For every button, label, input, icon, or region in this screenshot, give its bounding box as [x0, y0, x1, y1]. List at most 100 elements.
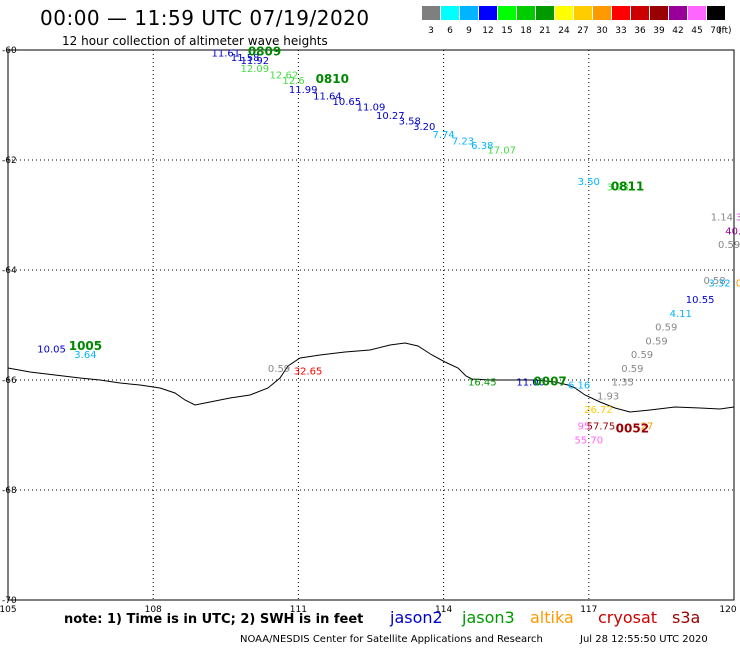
- legend-swatch: [669, 6, 687, 20]
- satellite-cryosat: cryosat: [598, 608, 658, 627]
- wave-height-value: 3.64: [74, 350, 96, 361]
- map-frame: [7, 49, 735, 601]
- footnote: note: 1) Time is in UTC; 2) SWH is in fe…: [64, 612, 364, 627]
- wave-height-value: 10.65: [332, 97, 361, 108]
- wave-height-value: 3.58: [399, 116, 421, 127]
- wave-height-value: 3.32: [708, 279, 730, 290]
- wave-height-value: 3: [736, 213, 740, 224]
- wave-height-value: 12.09: [241, 64, 270, 75]
- wave-height-value: 3.50: [578, 177, 600, 188]
- satellite-altika: altika: [530, 608, 574, 627]
- latitude-label: -66: [2, 376, 17, 386]
- wave-height-value: 27: [641, 422, 654, 433]
- coastline: [7, 342, 735, 413]
- legend-swatch: [555, 6, 573, 20]
- wave-height-value: 12.6: [282, 76, 304, 87]
- legend-swatch: [460, 6, 478, 20]
- wave-height-value: 10.27: [376, 111, 405, 122]
- legend-label: 24: [558, 26, 570, 36]
- wave-height-value: 40.6: [725, 226, 740, 237]
- legend-label: 18: [520, 26, 532, 36]
- wave-height-value: 11.92: [241, 56, 270, 67]
- wave-height-value: 4.11: [670, 309, 692, 320]
- wave-height-value: 16.45: [468, 378, 497, 389]
- generation-timestamp: Jul 28 12:55:50 UTC 2020: [580, 634, 708, 645]
- longitude-label: 105: [0, 605, 17, 615]
- wave-height-value: 0.59: [645, 336, 667, 347]
- legend-label: 42: [672, 26, 684, 36]
- wave-height-value: 57.75: [587, 422, 616, 433]
- wave-height-value: 11.09: [357, 103, 386, 114]
- satellite-s3a: s3a: [672, 608, 701, 627]
- legend-unit: (ft): [718, 26, 732, 36]
- wave-height-value: 7.74: [432, 130, 454, 141]
- pass-time-label: 0810: [316, 72, 349, 86]
- wave-height-value: 7.23: [452, 137, 474, 148]
- pass-time-label: 0811: [611, 179, 644, 193]
- legend-label: 15: [501, 26, 513, 36]
- legend-label: 45: [691, 26, 703, 36]
- wave-height-value: 10.05: [37, 345, 66, 356]
- latitude-label: -62: [2, 156, 17, 166]
- wave-height-value: 26.72: [584, 405, 613, 416]
- legend-label: 30: [596, 26, 608, 36]
- legend-swatch: [650, 6, 668, 20]
- legend-label: 33: [615, 26, 627, 36]
- legend-swatch: [574, 6, 592, 20]
- wave-height-value: 95: [578, 422, 591, 433]
- legend-label: 6: [447, 26, 453, 36]
- longitude-label: 108: [145, 605, 162, 615]
- legend-label: 27: [577, 26, 589, 36]
- legend-swatch: [479, 6, 497, 20]
- wave-height-value: 11.64: [313, 92, 342, 103]
- legend-swatch: [707, 6, 725, 20]
- wave-height-value: 11.00: [516, 378, 545, 389]
- wave-height-value: 6.16: [568, 380, 590, 391]
- satellite-jason2: jason2: [390, 608, 443, 627]
- legend-swatch: [593, 6, 611, 20]
- wave-height-value: 6.38: [471, 141, 493, 152]
- wave-height-value: 10.55: [686, 295, 715, 306]
- map-title: 00:00 — 11:59 UTC 07/19/2020: [40, 6, 370, 30]
- legend-label: 39: [653, 26, 665, 36]
- legend-swatch: [688, 6, 706, 20]
- wave-height-value: 0.59: [268, 364, 290, 375]
- legend-label: 12: [482, 26, 494, 36]
- wave-height-value: 0.59: [621, 364, 643, 375]
- wave-height-value: 17.07: [487, 145, 516, 156]
- credit-line: NOAA/NESDIS Center for Satellite Applica…: [240, 634, 543, 645]
- wave-height-value: 55.70: [574, 435, 603, 446]
- legend-label: 3: [428, 26, 434, 36]
- latitude-label: -70: [2, 596, 17, 606]
- legend-label: 21: [539, 26, 551, 36]
- pass-time-label: 1005: [69, 339, 102, 353]
- legend-swatch: [498, 6, 516, 20]
- wave-height-value: 11.58: [231, 53, 260, 64]
- longitude-label: 117: [580, 605, 597, 615]
- legend-swatch: [441, 6, 459, 20]
- longitude-label: 111: [290, 605, 307, 615]
- wave-height-value: 3.73: [607, 182, 629, 193]
- legend-label: 36: [634, 26, 646, 36]
- latitude-label: -68: [2, 486, 17, 496]
- wave-height-value: 1.14: [711, 213, 733, 224]
- wave-height-value: 12.62: [270, 71, 299, 82]
- wave-height-value: 32.65: [294, 367, 323, 378]
- wave-height-value: 11.99: [289, 85, 318, 96]
- longitude-label: 120: [719, 605, 736, 615]
- latitude-label: -60: [2, 46, 17, 56]
- wave-height-value: 3.20: [413, 122, 435, 133]
- wave-height-value: 0.59: [631, 350, 653, 361]
- pass-time-label: 0809: [248, 45, 281, 59]
- legend-swatch: [517, 6, 535, 20]
- legend-label: 9: [466, 26, 472, 36]
- legend-swatch: [422, 6, 440, 20]
- legend-label: 70: [710, 26, 722, 36]
- longitude-label: 114: [435, 605, 452, 615]
- map-subtitle: 12 hour collection of altimeter wave hei…: [62, 34, 328, 48]
- wave-height-value: 0.59: [655, 323, 677, 334]
- wave-height-value: 0.4: [736, 279, 740, 290]
- satellite-jason3: jason3: [462, 608, 515, 627]
